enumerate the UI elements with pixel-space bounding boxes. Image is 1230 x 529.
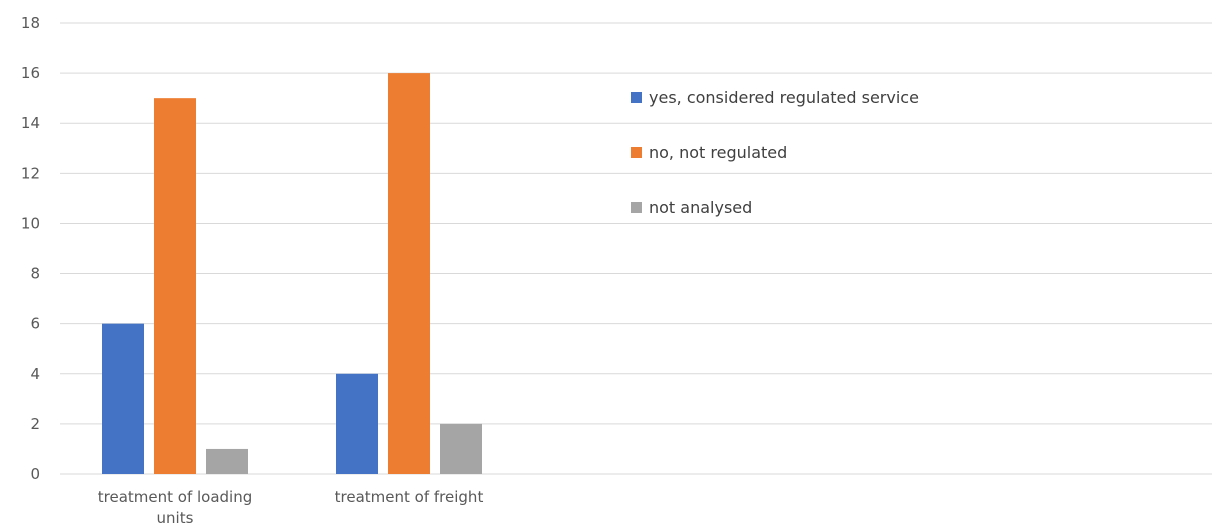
bar-2-2 <box>388 73 430 474</box>
y-tick-label: 2 <box>30 415 40 433</box>
legend-swatch-1 <box>631 92 642 103</box>
y-tick-label: 4 <box>30 365 40 383</box>
x-category-label: treatment of freight <box>335 488 484 506</box>
y-tick-label: 8 <box>30 265 40 283</box>
bar-1-1 <box>102 323 144 474</box>
x-axis-category-labels: treatment of loading units treatment of fr… <box>98 488 484 527</box>
legend: yes, considered regulated service no, not… <box>631 88 919 217</box>
bar-1-3 <box>206 448 248 474</box>
bar-2-1 <box>336 373 378 474</box>
legend-swatch-2 <box>631 147 642 158</box>
y-tick-label: 14 <box>21 114 40 132</box>
x-category-label: treatment of loading units <box>98 488 253 527</box>
gridlines <box>60 22 1212 475</box>
legend-label-2: no, not regulated <box>649 143 787 162</box>
y-tick-label: 0 <box>30 465 40 483</box>
y-axis-tick-labels: 0 2 4 6 8 10 12 14 16 18 <box>21 14 40 483</box>
bar-1-2 <box>154 98 196 475</box>
legend-swatch-3 <box>631 202 642 213</box>
legend-label-1: yes, considered regulated service <box>649 88 919 107</box>
bars <box>102 73 482 475</box>
y-tick-label: 6 <box>30 315 40 333</box>
y-tick-label: 16 <box>21 64 40 82</box>
y-tick-label: 10 <box>21 214 40 232</box>
bar-2-3 <box>440 423 482 474</box>
y-tick-label: 18 <box>21 14 40 32</box>
y-tick-label: 12 <box>21 164 40 182</box>
legend-label-3: not analysed <box>649 198 752 217</box>
